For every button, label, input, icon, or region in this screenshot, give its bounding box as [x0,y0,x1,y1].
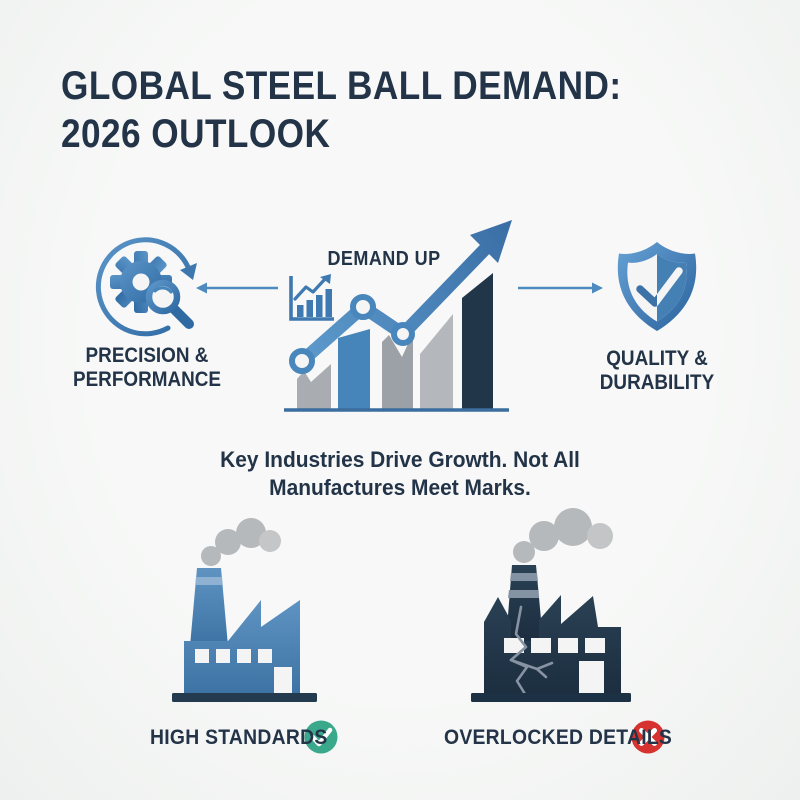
bar-5 [462,273,493,409]
shield-check-icon [617,242,697,331]
door [274,667,292,695]
feature-label-quality: QUALITY & DURABILITY [599,347,715,394]
check-circle-icon [304,720,338,754]
x-circle-icon [631,720,665,754]
trend-nodes [289,294,415,374]
chimney [506,565,543,641]
bar-4 [420,314,453,409]
factory-icon [172,518,317,702]
trend-caption: DEMAND UP [327,248,441,270]
key-message: Key Industries Drive Growth. Not All Man… [220,447,580,500]
smoke [201,518,281,566]
bar-3 [382,333,413,409]
windows [504,638,605,653]
connector-arrow-left [196,282,278,294]
page-title: GLOBAL STEEL BALL DEMAND: 2026 OUTLOOK [61,64,622,156]
door [579,661,604,695]
trend-arrow [295,220,512,368]
factory-building [184,600,300,695]
gear-magnifier-cycle-icon [95,237,197,337]
bar-1 [297,364,331,409]
magnifier-icon [145,279,194,329]
trend-chart [284,220,512,412]
mini-bar-chart-icon [289,274,334,321]
chimney [190,568,228,646]
connector-arrow-right [518,282,603,294]
cycle-arrowhead [180,263,197,280]
bar-2 [338,329,370,409]
crack [509,605,554,696]
smoke [513,508,613,563]
bad-factory-label: OVERLOCKED DETAILS [444,725,673,749]
factory-base [471,693,631,702]
factory-base [172,693,317,702]
feature-label-precision: PRECISION & PERFORMANCE [72,344,222,391]
windows [195,649,272,663]
cracked-factory-icon [471,508,631,702]
good-factory-label: HIGH STANDARDS [150,725,328,749]
